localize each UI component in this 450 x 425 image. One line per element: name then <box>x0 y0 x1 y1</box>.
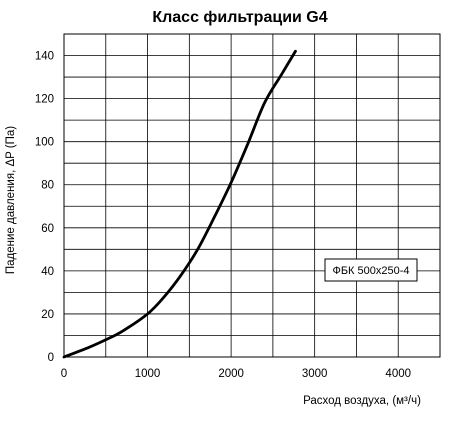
series-layer <box>62 49 297 359</box>
y-tick-label: 100 <box>35 137 54 149</box>
plot-frame <box>63 33 441 358</box>
grid <box>64 34 440 357</box>
x-tick-label: 0 <box>61 368 67 380</box>
y-tick-label: 120 <box>35 94 54 106</box>
x-tick-label: 2000 <box>218 368 244 380</box>
chart-title: Класс фильтрации G4 <box>152 9 327 26</box>
legend-frame <box>324 258 418 282</box>
x-axis-label: Расход воздуха, (м³/ч) <box>303 395 421 407</box>
y-tick-label: 140 <box>35 51 54 63</box>
y-tick-label: 20 <box>41 309 54 321</box>
y-tick-label: 60 <box>41 223 54 235</box>
y-tick-label: 40 <box>41 266 54 278</box>
series-line <box>62 49 297 359</box>
x-tick-label: 4000 <box>385 368 411 380</box>
y-axis-label: Падение давления, ΔP (Па) <box>5 126 17 274</box>
x-tick-label: 3000 <box>302 368 328 380</box>
x-tick-label: 1000 <box>135 368 161 380</box>
y-tick-label: 0 <box>48 352 54 364</box>
tick-labels: 0 1000 2000 3000 4000 0 20 40 60 80 100 120 140 <box>35 51 411 380</box>
legend-label: ФБК 500х250-4 <box>332 265 409 277</box>
legend: ФБК 500х250-4 <box>324 258 418 282</box>
y-tick-label: 80 <box>41 180 54 192</box>
